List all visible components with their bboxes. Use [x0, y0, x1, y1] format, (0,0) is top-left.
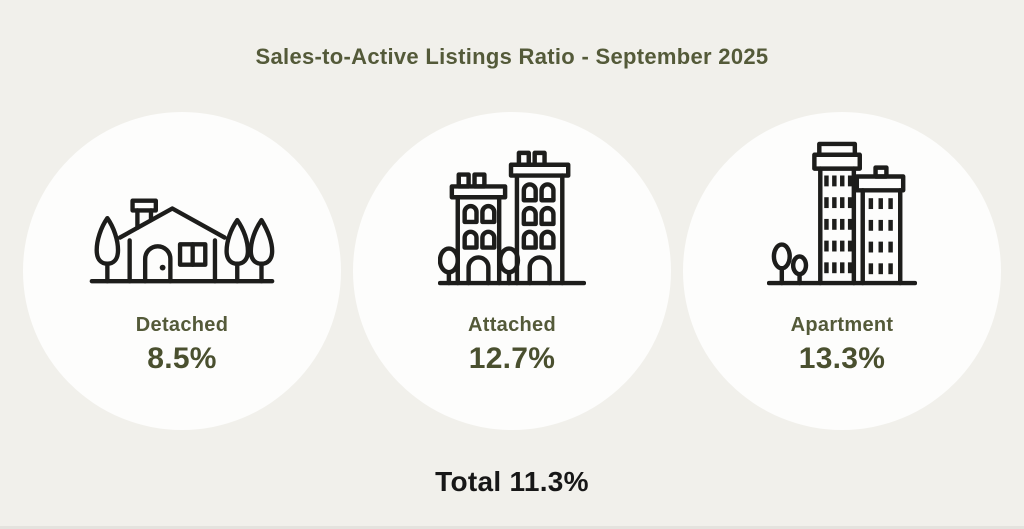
stat-value-detached: 8.5%	[147, 342, 217, 375]
stat-label-attached: Attached	[468, 314, 556, 336]
bottom-divider	[0, 526, 1024, 529]
detached-icon-box	[87, 138, 277, 288]
stat-value-attached: 12.7%	[468, 342, 556, 375]
attached-townhouse-icon	[438, 150, 586, 286]
stat-circle-apartment: Apartment 13.3%	[683, 112, 1001, 430]
stat-label-apartment: Apartment	[790, 314, 894, 336]
stat-circles-row: Detached 8.5%	[0, 112, 1024, 430]
page-title: Sales-to-Active Listings Ratio - Septemb…	[255, 44, 769, 69]
attached-icon-box	[438, 138, 586, 288]
total-caption: Total 11.3%	[435, 466, 589, 497]
stat-value-apartment: 13.3%	[798, 342, 886, 375]
stat-circle-detached: Detached 8.5%	[23, 112, 341, 430]
stat-label-detached: Detached	[135, 314, 229, 336]
stat-circle-attached: Attached 12.7%	[353, 112, 671, 430]
apartment-towers-icon	[767, 141, 917, 286]
apartment-icon-box	[767, 138, 917, 288]
detached-house-icon	[89, 198, 275, 284]
